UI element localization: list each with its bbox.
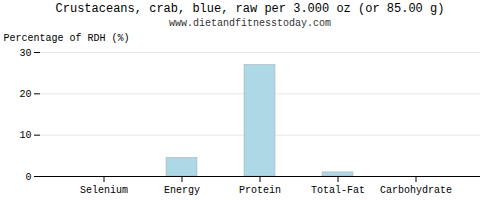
svg-text:30: 30 bbox=[19, 48, 31, 59]
svg-text:Protein: Protein bbox=[239, 185, 281, 196]
svg-text:0: 0 bbox=[25, 172, 31, 183]
svg-text:20: 20 bbox=[19, 89, 31, 100]
svg-text:10: 10 bbox=[19, 130, 31, 141]
svg-text:Total-Fat: Total-Fat bbox=[311, 185, 365, 196]
svg-text:Selenium: Selenium bbox=[80, 185, 128, 196]
html-text:www.dietandfitnesstoday.com: www.dietandfitnesstoday.com bbox=[169, 18, 331, 29]
svg-text:Percentage of RDH (%): Percentage of RDH (%) bbox=[4, 33, 130, 44]
svg-text:Carbohydrate: Carbohydrate bbox=[380, 185, 452, 196]
html-text:Crustaceans, crab, blue, raw p: Crustaceans, crab, blue, raw per 3.000 o… bbox=[55, 2, 445, 16]
svg-text:Energy: Energy bbox=[164, 185, 200, 196]
